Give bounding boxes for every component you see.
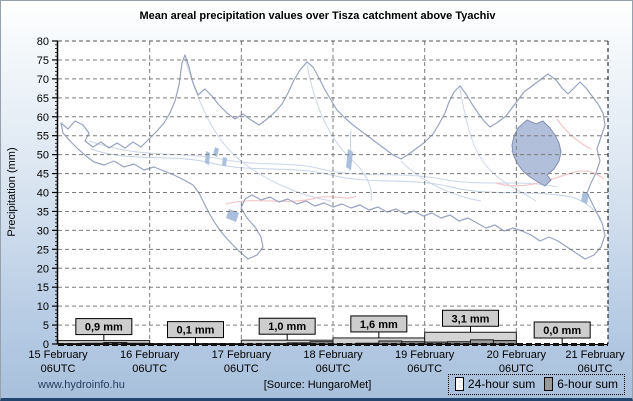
x-tick-date: 19 February <box>395 349 455 361</box>
y-tick-label: 0 <box>43 339 49 351</box>
y-tick-label: 80 <box>37 36 49 48</box>
y-tick-label: 70 <box>37 74 49 86</box>
chart-legend: 24-hour sum 6-hour sum <box>447 374 625 395</box>
river-line <box>90 148 602 220</box>
bar-value-label-box <box>350 315 408 333</box>
y-tick-label: 50 <box>37 150 49 162</box>
x-tick-time: 06UTC <box>41 363 76 375</box>
website-credit: www.hydroinfo.hu <box>38 379 125 391</box>
axes <box>52 40 608 346</box>
legend-swatch-24h-icon <box>454 377 464 391</box>
bar-value-label-box <box>167 321 224 339</box>
border-line <box>556 118 592 150</box>
border-line <box>225 195 357 205</box>
x-tick-date: 21 February <box>565 349 625 361</box>
y-tick-label: 40 <box>37 188 49 200</box>
bar-value-label-box <box>75 318 133 336</box>
y-axis-title: Precipitation (mm) <box>6 147 18 237</box>
bar-value-label-box <box>442 309 499 327</box>
bar-value-label: 3,1 mm <box>452 313 490 325</box>
catchment-outline <box>60 54 606 260</box>
highlighted-subcatchment <box>511 119 562 187</box>
lake-patch <box>222 157 227 166</box>
x-tick-date: 20 February <box>487 349 547 361</box>
gridlines <box>58 40 609 344</box>
y-tick-label: 45 <box>37 169 49 181</box>
y-tick-label: 10 <box>37 301 49 313</box>
y-tick-label: 55 <box>37 131 49 143</box>
source-credit: [Source: HungaroMet] <box>263 379 372 391</box>
lake-patch <box>226 209 239 222</box>
bar-value-label-box <box>533 321 591 339</box>
y-tick-label: 5 <box>43 320 49 332</box>
legend-label-24h: 24-hour sum <box>467 377 536 391</box>
y-tick-label: 65 <box>37 93 49 105</box>
y-tick-label: 30 <box>37 225 49 237</box>
legend-item-24h: 24-hour sum <box>454 377 536 391</box>
chart-title: Mean areal precipitation values over Tis… <box>139 10 496 22</box>
y-tick-label: 25 <box>37 244 49 256</box>
x-tick-time: 06UTC <box>499 363 534 375</box>
bar-value-labels: 0,9 mm 0,1 mm 1,0 mm 1,6 mm 3,1 mm 0,0 mm <box>75 309 591 344</box>
x-tick-time: 06UTC <box>578 363 613 375</box>
legend-label-6h: 6-hour sum <box>557 377 618 391</box>
x-tick-time: 06UTC <box>316 363 351 375</box>
y-tick-label: 60 <box>37 112 49 124</box>
bar-value-label: 1,0 mm <box>268 321 306 333</box>
y-tick-label: 15 <box>37 282 49 294</box>
bar-value-label: 0,1 mm <box>177 325 215 337</box>
x-tick-time: 06UTC <box>132 363 167 375</box>
y-tick-label: 35 <box>37 206 49 218</box>
x-tick-time: 06UTC <box>407 363 442 375</box>
bar-6h-sum <box>80 342 105 345</box>
y-tick-label: 75 <box>37 55 49 67</box>
bar-value-label: 0,9 mm <box>85 322 123 334</box>
bar-value-label-box <box>258 317 316 335</box>
y-tick-labels: 0 5 10 15 20 25 30 35 40 45 50 55 60 65 70 75 80 <box>37 36 49 351</box>
x-tick-date: 18 February <box>303 349 363 361</box>
bar-value-label: 0,0 mm <box>543 325 581 337</box>
subcatchment-boundary <box>400 160 482 202</box>
x-tick-date: 16 February <box>120 349 180 361</box>
bar-value-label: 1,6 mm <box>360 319 398 331</box>
y-tick-label: 20 <box>37 263 49 275</box>
legend-swatch-6h-icon <box>544 377 554 391</box>
x-tick-time: 06UTC <box>224 363 259 375</box>
legend-item-6h: 6-hour sum <box>544 377 618 391</box>
x-tick-date: 17 February <box>212 349 272 361</box>
x-tick-date: 15 February <box>28 349 88 361</box>
x-tick-labels: 15 February 06UTC 16 February 06UTC 17 Febru… <box>28 349 625 375</box>
